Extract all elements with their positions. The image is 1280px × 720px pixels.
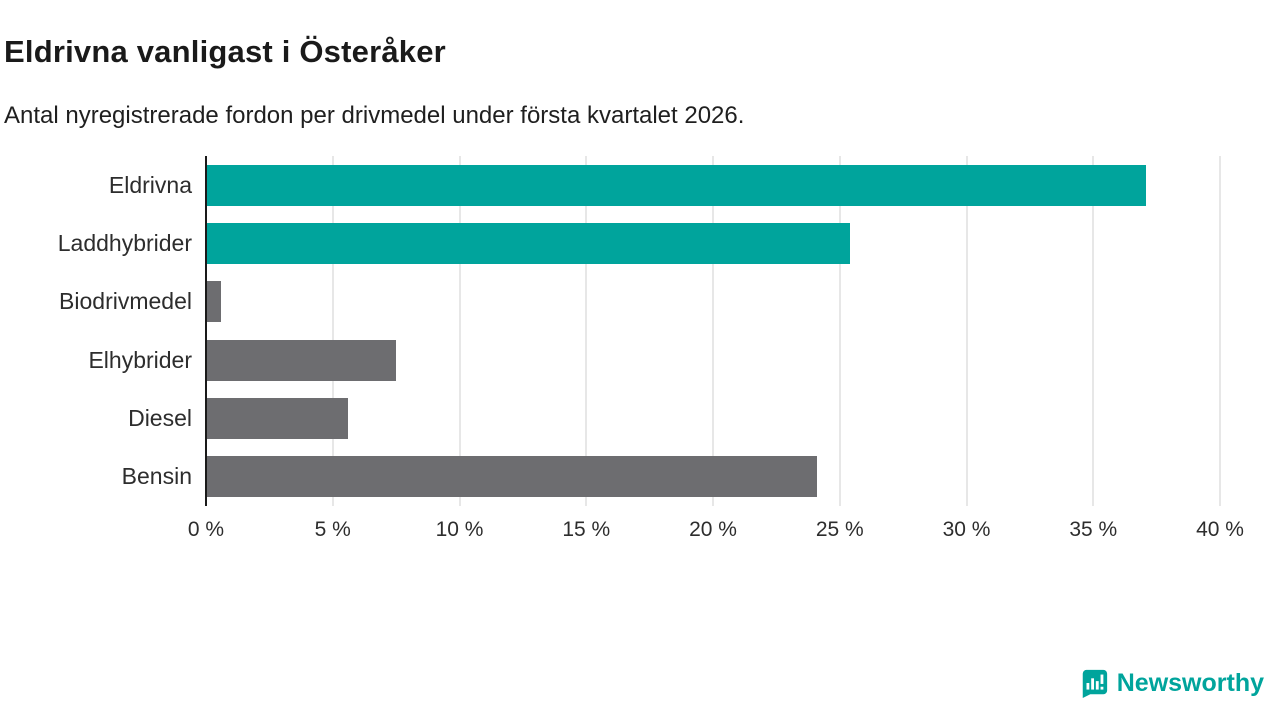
bars-container xyxy=(206,156,1220,506)
x-axis-row: 0 % 5 % 10 % 15 % 20 % 25 % 30 % 35 % 40 % xyxy=(0,506,1244,548)
bar-row xyxy=(206,448,1220,506)
gridline xyxy=(712,156,714,506)
x-tick-label: 40 % xyxy=(1196,518,1244,541)
bar-row xyxy=(206,156,1220,214)
category-label-biodrivmedel: Biodrivmedel xyxy=(59,288,192,315)
newsworthy-logo-text: Newsworthy xyxy=(1116,668,1264,697)
chart-header: Eldrivna vanligast i Österåker Antal nyr… xyxy=(0,0,1280,130)
x-tick-label: 20 % xyxy=(689,518,737,541)
bar-elhybrider xyxy=(206,339,397,381)
chart-subtitle: Antal nyregistrerade fordon per drivmede… xyxy=(4,102,745,129)
gridline xyxy=(966,156,967,506)
bar-bensin xyxy=(206,456,817,498)
bar-row xyxy=(206,331,1220,389)
bar-chart: Eldrivna Laddhybrider Biodrivmedel Elhybrid… xyxy=(0,156,1244,548)
x-tick-label: 35 % xyxy=(1069,518,1118,541)
x-tick-label: 25 % xyxy=(815,518,864,541)
gridline xyxy=(459,156,460,506)
x-axis: 0 % 5 % 10 % 15 % 20 % 25 % 30 % 35 % 40 % xyxy=(188,506,1244,548)
plot-area xyxy=(205,156,1221,506)
bar-eldrivna xyxy=(206,164,1147,206)
category-label-bensin: Bensin xyxy=(121,463,192,490)
category-label-eldrivna: Eldrivna xyxy=(108,171,192,198)
bar-biodrivmedel xyxy=(206,281,222,323)
category-label-diesel: Diesel xyxy=(128,404,192,431)
gridline xyxy=(1219,156,1221,506)
category-labels: Eldrivna Laddhybrider Biodrivmedel Elhybrid… xyxy=(0,156,206,506)
bar-row xyxy=(206,389,1220,447)
x-tick-label: 30 % xyxy=(942,518,991,541)
gridline xyxy=(839,156,841,506)
bar-diesel xyxy=(206,397,348,439)
gridline xyxy=(585,156,587,506)
bar-laddhybrider xyxy=(206,222,850,264)
x-tick-label: 10 % xyxy=(435,518,484,541)
gridline xyxy=(1092,156,1094,506)
chart-title: Eldrivna vanligast i Österåker xyxy=(4,34,446,69)
bar-row xyxy=(206,273,1220,331)
x-tick-label: 5 % xyxy=(314,518,351,541)
category-label-laddhybrider: Laddhybrider xyxy=(57,229,192,256)
bar-row xyxy=(206,214,1220,272)
y-axis-line xyxy=(205,156,207,506)
category-label-elhybrider: Elhybrider xyxy=(88,346,192,373)
plot-row: Eldrivna Laddhybrider Biodrivmedel Elhybrid… xyxy=(0,156,1221,506)
newsworthy-logo-icon xyxy=(1082,669,1107,698)
x-tick-label: 15 % xyxy=(562,518,611,541)
x-tick-label: 0 % xyxy=(187,518,225,541)
branding: Newsworthy xyxy=(1079,668,1264,698)
gridline xyxy=(332,156,334,506)
axis-spacer xyxy=(0,506,206,548)
